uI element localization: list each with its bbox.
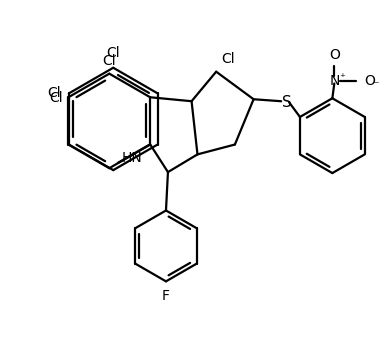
Text: F: F <box>162 289 170 303</box>
Text: Cl: Cl <box>106 46 120 60</box>
Text: Cl: Cl <box>47 87 61 100</box>
Text: O: O <box>364 74 375 88</box>
Text: ⁻: ⁻ <box>372 79 379 92</box>
Text: Cl: Cl <box>49 91 63 105</box>
Text: HN: HN <box>122 151 142 165</box>
Text: ⁺: ⁺ <box>339 73 345 83</box>
Text: O: O <box>329 48 340 62</box>
Text: Cl: Cl <box>221 52 235 66</box>
Text: N: N <box>329 74 339 88</box>
Text: Cl: Cl <box>103 54 116 68</box>
Text: S: S <box>282 95 292 110</box>
